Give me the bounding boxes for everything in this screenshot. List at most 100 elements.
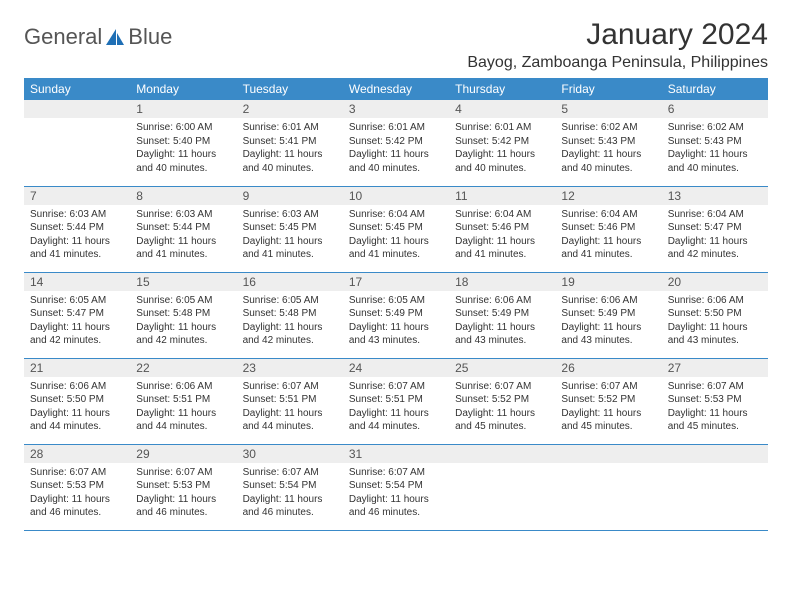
calendar-cell: 17Sunrise: 6:05 AMSunset: 5:49 PMDayligh… bbox=[343, 272, 449, 358]
day-number: 20 bbox=[662, 273, 768, 291]
calendar-cell: 20Sunrise: 6:06 AMSunset: 5:50 PMDayligh… bbox=[662, 272, 768, 358]
weekday-header: Saturday bbox=[662, 78, 768, 100]
day-number: 11 bbox=[449, 187, 555, 205]
day-number: 4 bbox=[449, 100, 555, 118]
brand-logo: General Blue bbox=[24, 24, 172, 50]
day-number: 1 bbox=[130, 100, 236, 118]
weekday-header: Sunday bbox=[24, 78, 130, 100]
day-number: 31 bbox=[343, 445, 449, 463]
day-number: 10 bbox=[343, 187, 449, 205]
location-text: Bayog, Zamboanga Peninsula, Philippines bbox=[467, 54, 768, 72]
day-number: 27 bbox=[662, 359, 768, 377]
calendar-cell: 11Sunrise: 6:04 AMSunset: 5:46 PMDayligh… bbox=[449, 186, 555, 272]
day-number-empty bbox=[555, 445, 661, 463]
calendar-row: 28Sunrise: 6:07 AMSunset: 5:53 PMDayligh… bbox=[24, 444, 768, 530]
calendar-cell: 28Sunrise: 6:07 AMSunset: 5:53 PMDayligh… bbox=[24, 444, 130, 530]
day-details: Sunrise: 6:07 AMSunset: 5:54 PMDaylight:… bbox=[237, 463, 343, 524]
day-number: 29 bbox=[130, 445, 236, 463]
calendar-row: 14Sunrise: 6:05 AMSunset: 5:47 PMDayligh… bbox=[24, 272, 768, 358]
sail-icon bbox=[104, 27, 126, 47]
calendar-cell: 22Sunrise: 6:06 AMSunset: 5:51 PMDayligh… bbox=[130, 358, 236, 444]
calendar-cell: 23Sunrise: 6:07 AMSunset: 5:51 PMDayligh… bbox=[237, 358, 343, 444]
calendar-cell: 9Sunrise: 6:03 AMSunset: 5:45 PMDaylight… bbox=[237, 186, 343, 272]
day-details: Sunrise: 6:04 AMSunset: 5:45 PMDaylight:… bbox=[343, 205, 449, 266]
calendar-cell: 29Sunrise: 6:07 AMSunset: 5:53 PMDayligh… bbox=[130, 444, 236, 530]
day-details: Sunrise: 6:05 AMSunset: 5:49 PMDaylight:… bbox=[343, 291, 449, 352]
calendar-cell bbox=[449, 444, 555, 530]
day-details: Sunrise: 6:07 AMSunset: 5:51 PMDaylight:… bbox=[237, 377, 343, 438]
day-details: Sunrise: 6:04 AMSunset: 5:46 PMDaylight:… bbox=[449, 205, 555, 266]
day-details: Sunrise: 6:04 AMSunset: 5:46 PMDaylight:… bbox=[555, 205, 661, 266]
calendar-cell: 19Sunrise: 6:06 AMSunset: 5:49 PMDayligh… bbox=[555, 272, 661, 358]
day-number: 24 bbox=[343, 359, 449, 377]
calendar-table: SundayMondayTuesdayWednesdayThursdayFrid… bbox=[24, 78, 768, 531]
calendar-cell bbox=[555, 444, 661, 530]
calendar-row: 21Sunrise: 6:06 AMSunset: 5:50 PMDayligh… bbox=[24, 358, 768, 444]
day-details: Sunrise: 6:07 AMSunset: 5:54 PMDaylight:… bbox=[343, 463, 449, 524]
calendar-cell: 30Sunrise: 6:07 AMSunset: 5:54 PMDayligh… bbox=[237, 444, 343, 530]
calendar-cell: 1Sunrise: 6:00 AMSunset: 5:40 PMDaylight… bbox=[130, 100, 236, 186]
title-block: January 2024 Bayog, Zamboanga Peninsula,… bbox=[467, 18, 768, 72]
brand-text-2: Blue bbox=[128, 24, 172, 50]
day-details: Sunrise: 6:02 AMSunset: 5:43 PMDaylight:… bbox=[662, 118, 768, 179]
day-number: 8 bbox=[130, 187, 236, 205]
calendar-row: 1Sunrise: 6:00 AMSunset: 5:40 PMDaylight… bbox=[24, 100, 768, 186]
calendar-cell: 26Sunrise: 6:07 AMSunset: 5:52 PMDayligh… bbox=[555, 358, 661, 444]
day-details: Sunrise: 6:01 AMSunset: 5:42 PMDaylight:… bbox=[449, 118, 555, 179]
day-number-empty bbox=[662, 445, 768, 463]
calendar-cell bbox=[24, 100, 130, 186]
day-number: 5 bbox=[555, 100, 661, 118]
day-details: Sunrise: 6:01 AMSunset: 5:41 PMDaylight:… bbox=[237, 118, 343, 179]
calendar-cell: 7Sunrise: 6:03 AMSunset: 5:44 PMDaylight… bbox=[24, 186, 130, 272]
day-details: Sunrise: 6:05 AMSunset: 5:48 PMDaylight:… bbox=[237, 291, 343, 352]
calendar-cell: 16Sunrise: 6:05 AMSunset: 5:48 PMDayligh… bbox=[237, 272, 343, 358]
calendar-cell: 2Sunrise: 6:01 AMSunset: 5:41 PMDaylight… bbox=[237, 100, 343, 186]
day-details: Sunrise: 6:07 AMSunset: 5:53 PMDaylight:… bbox=[130, 463, 236, 524]
day-details: Sunrise: 6:06 AMSunset: 5:50 PMDaylight:… bbox=[662, 291, 768, 352]
calendar-head: SundayMondayTuesdayWednesdayThursdayFrid… bbox=[24, 78, 768, 100]
day-number: 3 bbox=[343, 100, 449, 118]
day-details: Sunrise: 6:05 AMSunset: 5:48 PMDaylight:… bbox=[130, 291, 236, 352]
day-details: Sunrise: 6:07 AMSunset: 5:52 PMDaylight:… bbox=[555, 377, 661, 438]
day-number: 2 bbox=[237, 100, 343, 118]
day-number: 26 bbox=[555, 359, 661, 377]
day-details: Sunrise: 6:07 AMSunset: 5:53 PMDaylight:… bbox=[24, 463, 130, 524]
month-title: January 2024 bbox=[467, 18, 768, 52]
calendar-cell: 6Sunrise: 6:02 AMSunset: 5:43 PMDaylight… bbox=[662, 100, 768, 186]
calendar-cell: 10Sunrise: 6:04 AMSunset: 5:45 PMDayligh… bbox=[343, 186, 449, 272]
day-details: Sunrise: 6:00 AMSunset: 5:40 PMDaylight:… bbox=[130, 118, 236, 179]
weekday-header: Tuesday bbox=[237, 78, 343, 100]
calendar-cell: 25Sunrise: 6:07 AMSunset: 5:52 PMDayligh… bbox=[449, 358, 555, 444]
day-number-empty bbox=[449, 445, 555, 463]
calendar-cell: 31Sunrise: 6:07 AMSunset: 5:54 PMDayligh… bbox=[343, 444, 449, 530]
day-details: Sunrise: 6:01 AMSunset: 5:42 PMDaylight:… bbox=[343, 118, 449, 179]
day-details: Sunrise: 6:06 AMSunset: 5:49 PMDaylight:… bbox=[555, 291, 661, 352]
day-number: 30 bbox=[237, 445, 343, 463]
day-details: Sunrise: 6:06 AMSunset: 5:49 PMDaylight:… bbox=[449, 291, 555, 352]
day-number: 23 bbox=[237, 359, 343, 377]
day-number-empty bbox=[24, 100, 130, 118]
weekday-header: Friday bbox=[555, 78, 661, 100]
day-number: 15 bbox=[130, 273, 236, 291]
day-details: Sunrise: 6:02 AMSunset: 5:43 PMDaylight:… bbox=[555, 118, 661, 179]
day-details: Sunrise: 6:07 AMSunset: 5:52 PMDaylight:… bbox=[449, 377, 555, 438]
calendar-cell: 27Sunrise: 6:07 AMSunset: 5:53 PMDayligh… bbox=[662, 358, 768, 444]
day-details: Sunrise: 6:06 AMSunset: 5:50 PMDaylight:… bbox=[24, 377, 130, 438]
day-details: Sunrise: 6:03 AMSunset: 5:44 PMDaylight:… bbox=[130, 205, 236, 266]
brand-text-1: General bbox=[24, 24, 102, 50]
day-number: 21 bbox=[24, 359, 130, 377]
day-number: 19 bbox=[555, 273, 661, 291]
calendar-cell: 3Sunrise: 6:01 AMSunset: 5:42 PMDaylight… bbox=[343, 100, 449, 186]
calendar-row: 7Sunrise: 6:03 AMSunset: 5:44 PMDaylight… bbox=[24, 186, 768, 272]
calendar-cell: 14Sunrise: 6:05 AMSunset: 5:47 PMDayligh… bbox=[24, 272, 130, 358]
day-number: 7 bbox=[24, 187, 130, 205]
day-details: Sunrise: 6:04 AMSunset: 5:47 PMDaylight:… bbox=[662, 205, 768, 266]
calendar-cell: 5Sunrise: 6:02 AMSunset: 5:43 PMDaylight… bbox=[555, 100, 661, 186]
day-number: 17 bbox=[343, 273, 449, 291]
header: General Blue January 2024 Bayog, Zamboan… bbox=[24, 18, 768, 72]
calendar-cell: 15Sunrise: 6:05 AMSunset: 5:48 PMDayligh… bbox=[130, 272, 236, 358]
day-number: 16 bbox=[237, 273, 343, 291]
day-number: 14 bbox=[24, 273, 130, 291]
day-details: Sunrise: 6:05 AMSunset: 5:47 PMDaylight:… bbox=[24, 291, 130, 352]
day-number: 18 bbox=[449, 273, 555, 291]
